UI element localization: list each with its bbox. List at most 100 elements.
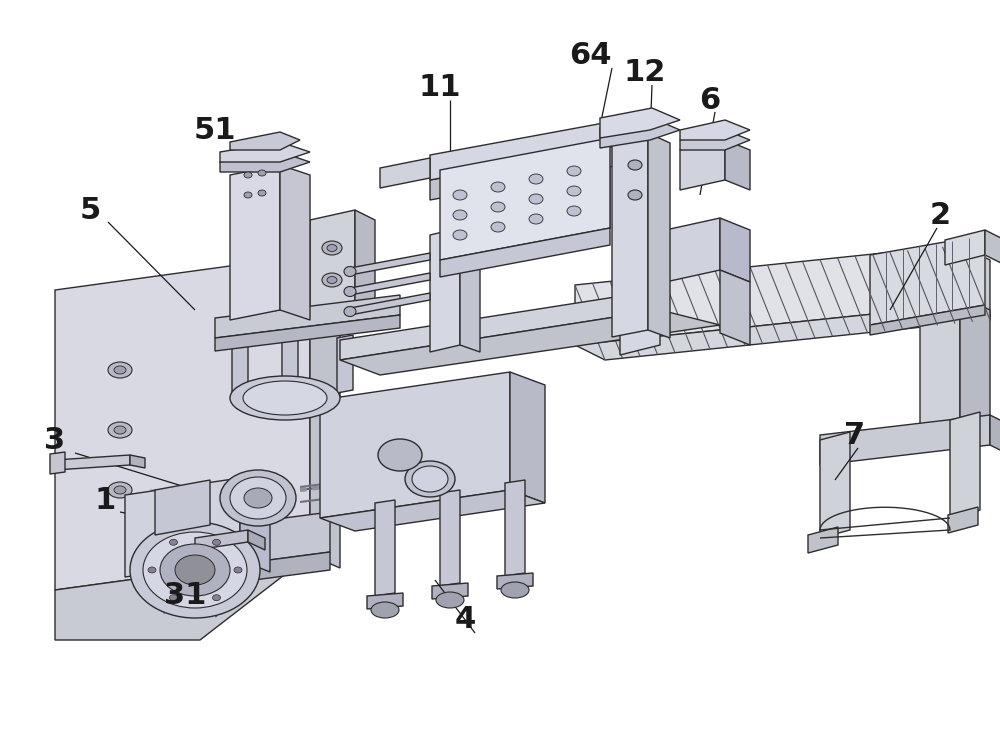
Polygon shape bbox=[195, 530, 248, 550]
Polygon shape bbox=[505, 480, 525, 576]
Ellipse shape bbox=[114, 426, 126, 434]
Polygon shape bbox=[220, 152, 310, 172]
Ellipse shape bbox=[491, 182, 505, 192]
Ellipse shape bbox=[436, 592, 464, 608]
Polygon shape bbox=[440, 138, 610, 260]
Ellipse shape bbox=[453, 230, 467, 240]
Ellipse shape bbox=[453, 210, 467, 220]
Text: 12: 12 bbox=[624, 58, 666, 87]
Polygon shape bbox=[230, 165, 280, 320]
Ellipse shape bbox=[628, 160, 642, 170]
Polygon shape bbox=[440, 490, 460, 586]
Text: 6: 6 bbox=[699, 85, 721, 114]
Text: 51: 51 bbox=[194, 115, 236, 144]
Ellipse shape bbox=[344, 286, 356, 297]
Polygon shape bbox=[648, 133, 670, 338]
Polygon shape bbox=[55, 455, 130, 470]
Ellipse shape bbox=[230, 376, 340, 420]
Polygon shape bbox=[808, 527, 838, 553]
Polygon shape bbox=[355, 210, 375, 320]
Polygon shape bbox=[430, 120, 620, 180]
Ellipse shape bbox=[160, 544, 230, 596]
Polygon shape bbox=[960, 245, 990, 320]
Polygon shape bbox=[55, 555, 310, 640]
Ellipse shape bbox=[529, 194, 543, 204]
Polygon shape bbox=[155, 552, 330, 593]
Ellipse shape bbox=[108, 482, 132, 498]
Polygon shape bbox=[215, 315, 400, 351]
Polygon shape bbox=[870, 235, 985, 325]
Ellipse shape bbox=[243, 381, 327, 415]
Polygon shape bbox=[600, 118, 680, 148]
Ellipse shape bbox=[220, 470, 296, 526]
Polygon shape bbox=[50, 452, 65, 474]
Ellipse shape bbox=[491, 222, 505, 232]
Polygon shape bbox=[575, 305, 990, 360]
Polygon shape bbox=[990, 415, 1000, 455]
Ellipse shape bbox=[344, 306, 356, 316]
Polygon shape bbox=[280, 165, 310, 320]
Polygon shape bbox=[375, 500, 395, 596]
Polygon shape bbox=[620, 282, 660, 355]
Polygon shape bbox=[155, 512, 330, 575]
Text: 31: 31 bbox=[164, 580, 206, 609]
Ellipse shape bbox=[344, 267, 356, 276]
Polygon shape bbox=[367, 593, 403, 609]
Polygon shape bbox=[948, 507, 978, 533]
Polygon shape bbox=[215, 295, 400, 338]
Polygon shape bbox=[320, 490, 545, 531]
Ellipse shape bbox=[244, 172, 252, 178]
Polygon shape bbox=[920, 295, 960, 440]
Ellipse shape bbox=[148, 567, 156, 573]
Polygon shape bbox=[945, 230, 985, 265]
Ellipse shape bbox=[327, 244, 337, 252]
Polygon shape bbox=[430, 145, 620, 200]
Polygon shape bbox=[820, 415, 990, 465]
Polygon shape bbox=[125, 478, 240, 577]
Text: 7: 7 bbox=[844, 421, 866, 450]
Polygon shape bbox=[620, 218, 720, 292]
Polygon shape bbox=[232, 335, 248, 393]
Ellipse shape bbox=[628, 190, 642, 200]
Ellipse shape bbox=[327, 276, 337, 284]
Ellipse shape bbox=[258, 190, 266, 196]
Polygon shape bbox=[340, 310, 720, 375]
Polygon shape bbox=[600, 108, 680, 138]
Ellipse shape bbox=[567, 166, 581, 176]
Ellipse shape bbox=[108, 362, 132, 378]
Polygon shape bbox=[240, 478, 270, 572]
Ellipse shape bbox=[412, 466, 448, 492]
Text: 2: 2 bbox=[929, 200, 951, 230]
Polygon shape bbox=[310, 210, 355, 320]
Polygon shape bbox=[337, 335, 353, 393]
Text: 64: 64 bbox=[569, 41, 611, 69]
Polygon shape bbox=[870, 305, 985, 335]
Text: 5: 5 bbox=[79, 195, 101, 225]
Polygon shape bbox=[320, 372, 510, 518]
Ellipse shape bbox=[244, 488, 272, 508]
Ellipse shape bbox=[501, 582, 529, 598]
Polygon shape bbox=[155, 480, 210, 535]
Polygon shape bbox=[55, 255, 310, 590]
Polygon shape bbox=[230, 132, 300, 150]
Polygon shape bbox=[680, 140, 725, 190]
Text: 11: 11 bbox=[419, 72, 461, 101]
Polygon shape bbox=[725, 140, 750, 190]
Text: 1: 1 bbox=[94, 486, 116, 515]
Ellipse shape bbox=[114, 486, 126, 494]
Polygon shape bbox=[282, 335, 298, 393]
Polygon shape bbox=[950, 412, 980, 518]
Ellipse shape bbox=[108, 422, 132, 438]
Polygon shape bbox=[350, 293, 430, 315]
Polygon shape bbox=[350, 273, 430, 295]
Ellipse shape bbox=[212, 539, 220, 545]
Polygon shape bbox=[380, 158, 430, 188]
Polygon shape bbox=[680, 130, 750, 150]
Polygon shape bbox=[460, 228, 480, 352]
Polygon shape bbox=[430, 228, 460, 352]
Ellipse shape bbox=[453, 190, 467, 200]
Ellipse shape bbox=[143, 532, 247, 608]
Polygon shape bbox=[340, 290, 660, 360]
Ellipse shape bbox=[130, 522, 260, 618]
Polygon shape bbox=[310, 255, 340, 568]
